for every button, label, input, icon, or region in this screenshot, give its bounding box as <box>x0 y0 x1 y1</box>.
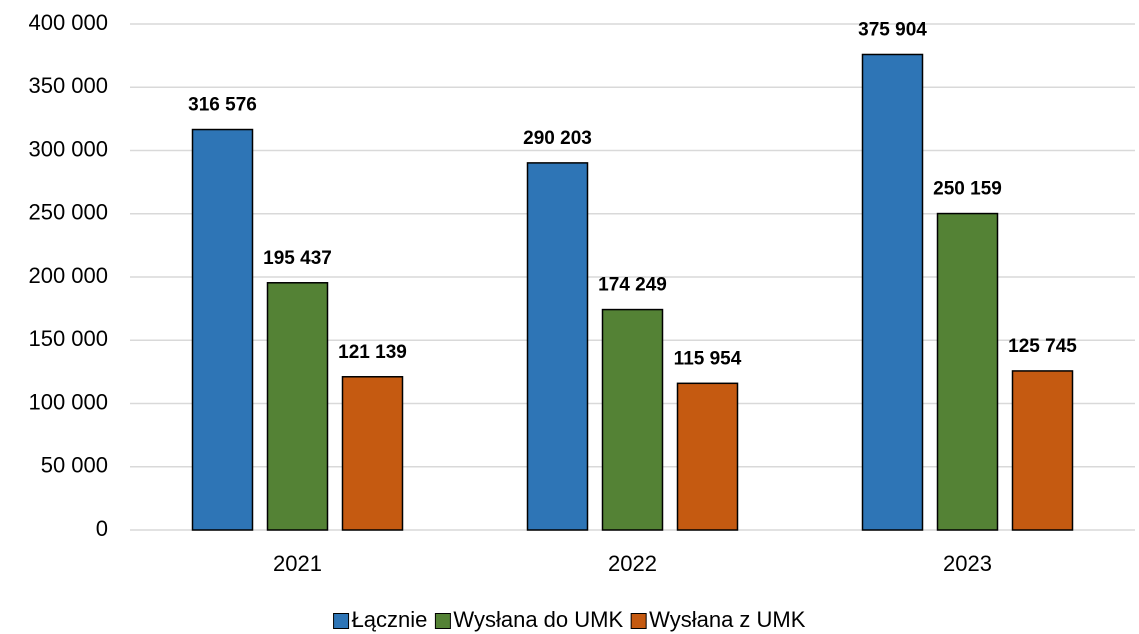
x-tick-label: 2023 <box>943 551 992 576</box>
value-label: 121 139 <box>338 342 407 363</box>
y-tick-label: 100 000 <box>28 389 108 414</box>
bar <box>266 282 329 531</box>
y-tick-label: 300 000 <box>28 136 108 161</box>
y-tick-label: 350 000 <box>28 73 108 98</box>
bar <box>676 382 739 531</box>
legend-swatch <box>333 613 350 629</box>
bar <box>526 162 589 531</box>
value-label: 174 249 <box>598 275 667 296</box>
value-label: 375 904 <box>858 19 927 40</box>
x-tick-label: 2021 <box>273 551 322 576</box>
bar <box>191 128 254 531</box>
x-tick-label: 2022 <box>608 551 657 576</box>
y-tick-label: 200 000 <box>28 263 108 288</box>
value-label: 290 203 <box>523 128 592 149</box>
bar <box>861 53 924 531</box>
y-tick-label: 50 000 <box>41 453 108 478</box>
legend-label: Wysłana z UMK <box>649 607 806 632</box>
y-tick-label: 0 <box>96 516 108 541</box>
legend-label: Łącznie <box>352 607 428 632</box>
value-label: 195 437 <box>263 248 332 269</box>
legend-swatch <box>434 613 451 629</box>
y-tick-label: 400 000 <box>28 10 108 35</box>
legend-swatch <box>630 613 647 629</box>
legend-label: Wysłana do UMK <box>453 607 623 632</box>
y-tick-label: 150 000 <box>28 326 108 351</box>
y-tick-label: 250 000 <box>28 200 108 225</box>
bar <box>936 212 999 531</box>
value-label: 316 576 <box>188 95 257 116</box>
value-label: 250 159 <box>933 179 1002 200</box>
bar <box>1011 370 1074 531</box>
bar <box>341 376 404 531</box>
value-label: 115 954 <box>674 348 742 369</box>
value-label: 125 745 <box>1008 336 1077 357</box>
bar <box>601 308 664 531</box>
